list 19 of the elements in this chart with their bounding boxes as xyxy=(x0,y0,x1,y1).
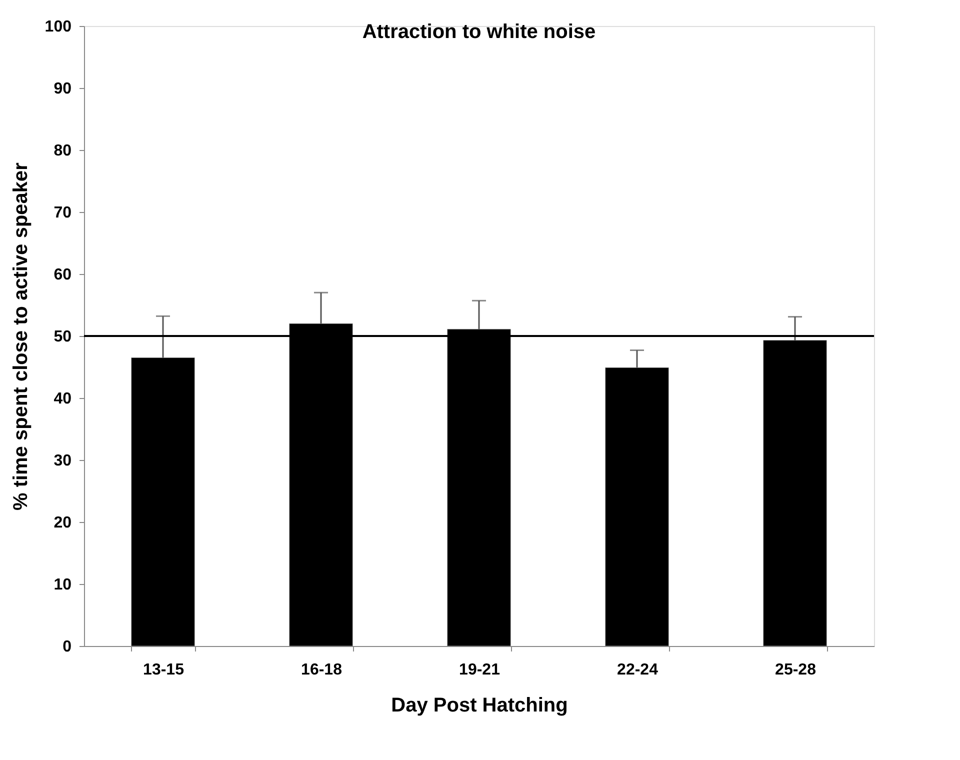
y-tick-label: 90 xyxy=(54,80,72,98)
chart-title: Attraction to white noise xyxy=(362,21,596,43)
x-tick-label: 25-28 xyxy=(775,662,816,678)
x-tick-label: 16-18 xyxy=(301,662,342,678)
y-tick-label: 10 xyxy=(54,576,72,594)
y-tick-label: 30 xyxy=(54,452,72,470)
y-tick-label: 70 xyxy=(54,204,72,222)
x-axis-title: Day Post Hatching xyxy=(391,694,568,716)
y-tick-label: 40 xyxy=(54,390,72,408)
y-tick-label: 60 xyxy=(54,266,72,284)
x-tick-label: 22-24 xyxy=(617,662,658,678)
y-axis-title: % time spent close to active speaker xyxy=(10,162,32,510)
y-tick-label: 20 xyxy=(54,514,72,532)
y-tick-label: 50 xyxy=(54,328,72,346)
y-tick-label: 80 xyxy=(54,142,72,160)
x-tick-label: 13-15 xyxy=(143,662,184,678)
y-tick-label: 100 xyxy=(44,18,72,36)
y-tick-label: 0 xyxy=(62,638,72,656)
x-tick-label: 19-21 xyxy=(459,662,500,678)
